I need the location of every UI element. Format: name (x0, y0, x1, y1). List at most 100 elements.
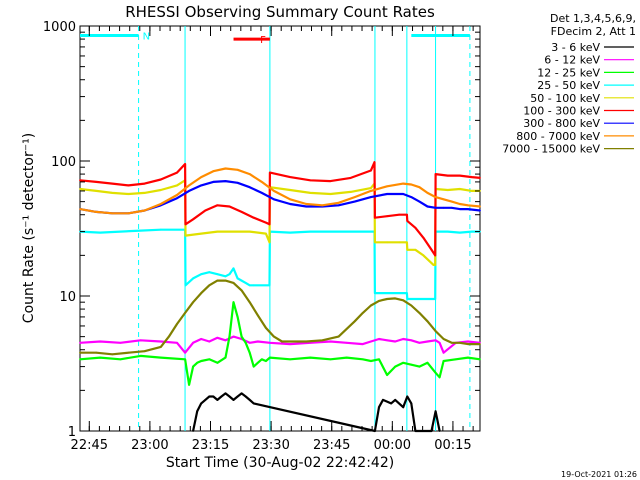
y-tick-label-1: 10 (59, 290, 76, 305)
series-point-0-26 (434, 410, 437, 413)
series-point-8-35 (434, 330, 437, 332)
series-point-7-1 (95, 211, 98, 213)
series-point-6-24 (418, 200, 421, 203)
series-8 (79, 279, 481, 356)
series-point-2-17 (244, 341, 247, 344)
series-point-2-0 (79, 358, 81, 361)
series-point-4-19 (349, 191, 352, 193)
series-point-8-12 (216, 279, 219, 282)
series-point-7-21 (386, 185, 388, 188)
y-tick-label-2: 100 (51, 155, 76, 170)
x-tick-label-1: 23:00 (131, 438, 168, 453)
series-point-6-27 (442, 206, 445, 209)
series-point-7-25 (426, 192, 429, 194)
series-point-8-2 (111, 353, 114, 356)
series-point-4-26 (406, 248, 409, 251)
series-point-2-13 (228, 335, 231, 338)
series-point-2-42 (479, 358, 481, 361)
series-point-1-3 (139, 339, 142, 342)
series-point-5-6 (176, 171, 178, 174)
series-point-3-34 (426, 298, 429, 300)
series-point-5-31 (430, 248, 433, 251)
series-point-7-31 (479, 205, 481, 208)
series-point-7-13 (260, 181, 263, 183)
series-point-7-26 (434, 196, 437, 199)
series-point-5-23 (373, 161, 376, 164)
series-point-0-15 (252, 402, 255, 405)
legend-label-8: 7000 - 15000 keV (502, 143, 600, 156)
series-point-6-8 (200, 184, 203, 187)
series-point-8-26 (361, 312, 364, 314)
series-point-2-29 (370, 360, 372, 362)
series-point-5-16 (268, 223, 271, 226)
series-point-0-21 (402, 406, 405, 409)
series-point-2-4 (159, 356, 162, 359)
series-point-6-15 (289, 203, 291, 205)
series-point-1-6 (184, 351, 187, 354)
series-point-7-2 (111, 212, 114, 215)
series-point-8-20 (281, 340, 283, 343)
series-point-1-4 (159, 340, 162, 343)
series-point-7-6 (176, 194, 178, 196)
series-point-8-24 (337, 335, 340, 338)
series-point-0-19 (390, 402, 392, 405)
series-6 (79, 180, 481, 215)
series-point-5-20 (329, 180, 332, 183)
series-point-3-38 (458, 231, 461, 234)
legend-label-7: 800 - 7000 keV (516, 130, 600, 143)
series-point-8-9 (192, 301, 195, 304)
series-point-5-9 (192, 218, 195, 221)
series-point-4-0 (79, 188, 81, 190)
series-point-0-16 (374, 430, 376, 432)
series-point-7-14 (273, 190, 275, 192)
series-point-2-36 (426, 361, 429, 364)
series-layer (79, 161, 481, 433)
series-point-1-32 (442, 351, 445, 354)
series-point-4-34 (471, 190, 473, 192)
series-point-2-19 (252, 365, 255, 368)
series-point-8-11 (208, 284, 211, 287)
series-point-4-32 (446, 189, 449, 191)
series-point-0-27 (438, 430, 441, 432)
series-line-7 (79, 167, 481, 215)
x-tick-label-4: 23:45 (313, 438, 350, 453)
series-point-3-33 (418, 298, 421, 300)
series-point-8-29 (386, 298, 388, 300)
series-point-1-26 (402, 338, 405, 340)
series-point-1-34 (467, 340, 469, 343)
series-point-6-9 (212, 181, 215, 183)
legend-label-3: 25 - 50 keV (537, 79, 600, 92)
series-point-0-23 (410, 402, 413, 405)
series-point-6-11 (236, 181, 239, 184)
legend-label-5: 100 - 300 keV (523, 105, 600, 118)
series-point-0-1 (196, 410, 199, 413)
series-point-8-14 (232, 282, 235, 284)
series-point-7-28 (450, 200, 453, 203)
series-point-7-30 (467, 204, 469, 207)
series-point-3-27 (374, 292, 376, 294)
y-axis-label: Count Rate (s⁻¹ detector⁻¹) (21, 133, 37, 323)
series-point-4-16 (289, 189, 291, 191)
series-point-2-27 (345, 356, 348, 359)
series-point-7-20 (370, 190, 372, 192)
series-point-7-5 (159, 203, 162, 205)
y-tick-label-0: 1 (68, 425, 76, 440)
series-point-8-17 (256, 314, 259, 317)
series-point-5-8 (184, 223, 187, 226)
series-point-4-25 (406, 241, 408, 244)
series-point-5-15 (265, 221, 267, 224)
series-point-1-28 (418, 341, 421, 344)
series-line-1 (79, 335, 481, 354)
series-line-0 (192, 392, 441, 433)
series-point-2-14 (232, 301, 235, 304)
series-point-8-27 (370, 304, 372, 307)
series-point-1-29 (426, 340, 429, 343)
series-point-3-30 (402, 292, 405, 294)
series-point-1-24 (386, 339, 388, 342)
series-point-1-12 (232, 335, 235, 338)
series-point-8-40 (479, 343, 481, 345)
series-point-1-27 (410, 339, 413, 342)
series-point-2-8 (196, 361, 199, 364)
series-point-5-33 (434, 173, 437, 176)
series-line-3 (79, 228, 480, 301)
